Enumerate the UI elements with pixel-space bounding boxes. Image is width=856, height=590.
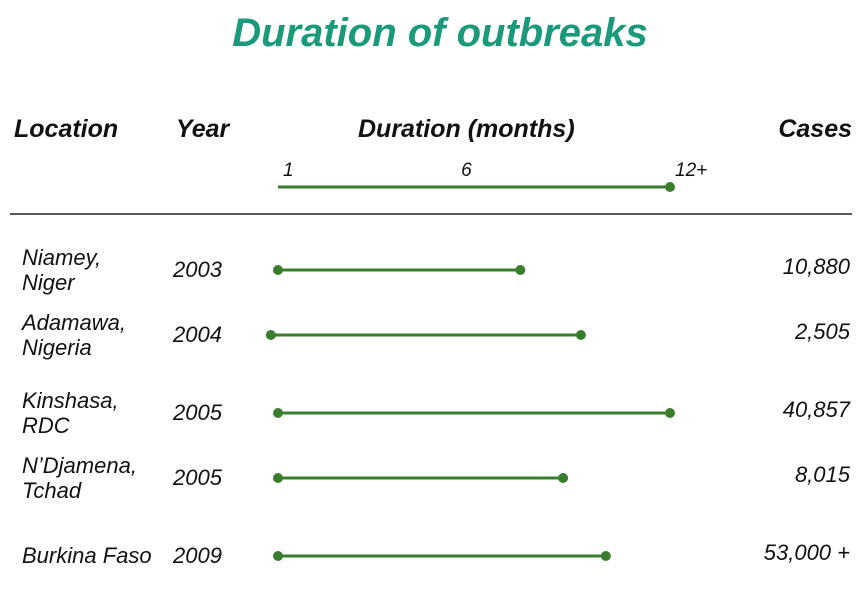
year: 2005 — [173, 400, 222, 425]
x-tick-label: 1 — [283, 160, 294, 181]
start-dot — [273, 265, 283, 275]
year: 2009 — [173, 543, 222, 568]
start-dot — [273, 551, 283, 561]
start-dot — [273, 408, 283, 418]
cases: 10,880 — [782, 254, 850, 279]
year: 2003 — [173, 257, 222, 282]
x-tick-label: 12+ — [675, 160, 708, 181]
end-dot — [515, 265, 526, 275]
end-dot — [600, 551, 611, 561]
end-dot — [558, 473, 569, 483]
location: Burkina Faso — [22, 543, 152, 569]
cases: 8,015 — [794, 462, 850, 487]
end-dot — [665, 408, 675, 418]
cases: 53,000 + — [763, 540, 850, 565]
x-tick-label: 6 — [461, 160, 472, 181]
header-cases: Cases — [778, 115, 852, 143]
year: 2005 — [173, 465, 222, 490]
year: 2004 — [173, 322, 222, 347]
end-dot — [575, 330, 586, 340]
location: Niamey, Niger — [22, 244, 102, 295]
header-duration: Duration (months) — [358, 115, 575, 143]
location: Kinshasa, RDC — [22, 387, 119, 438]
location: N’Djamena, Tchad — [22, 452, 137, 503]
header-year: Year — [176, 115, 230, 143]
chart-title: Duration of outbreaks — [232, 11, 648, 55]
location: Adamawa, Nigeria — [22, 309, 126, 360]
cases: 40,857 — [782, 397, 850, 422]
cases: 2,505 — [794, 319, 850, 344]
start-dot — [265, 330, 276, 340]
header-location: Location — [14, 115, 119, 143]
start-dot — [273, 473, 283, 483]
scale-end-dot — [665, 182, 675, 192]
